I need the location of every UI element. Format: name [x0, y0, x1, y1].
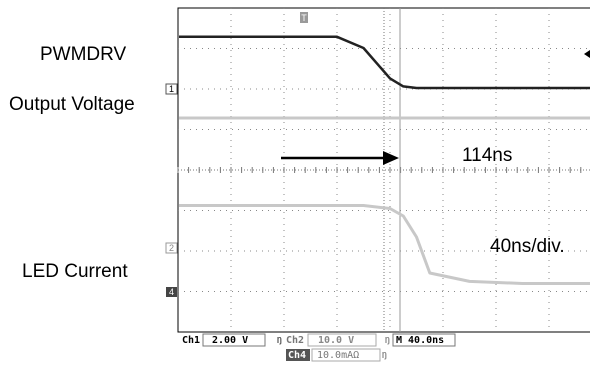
ch2-scale: 10.0 V: [318, 335, 354, 346]
ch2-marker: 2: [165, 242, 178, 254]
trace-pwmdrv: [179, 35, 590, 90]
svg-text:1: 1: [169, 84, 174, 94]
ch1-label: Ch1: [182, 335, 200, 346]
ch1-coupling-icon: Ŋ: [277, 336, 282, 345]
ch4-label: Ch4: [288, 350, 306, 361]
status-bar: Ch1 2.00 V Ŋ Ch2 10.0 V Ŋ M 40.0ns Ch4 1…: [178, 333, 590, 365]
scope-grid: [177, 7, 590, 333]
right-edge-marker: [584, 50, 590, 58]
output-voltage-label: Output Voltage: [9, 94, 135, 115]
trace-led-current: [179, 204, 590, 285]
scope-traces: [179, 35, 590, 285]
ch2-label: Ch2: [286, 335, 304, 346]
trigger-marker: T: [300, 12, 308, 23]
ch2-coupling-icon: Ŋ: [385, 336, 390, 345]
pwmdrv-label: PWMDRV: [40, 44, 127, 65]
svg-text:T: T: [301, 13, 307, 23]
svg-text:2: 2: [169, 243, 174, 253]
ch1-marker: 1: [165, 83, 178, 95]
svg-text:4: 4: [169, 287, 174, 297]
delay-arrow: [281, 151, 399, 165]
ch4-coupling-icon: Ŋ: [382, 351, 387, 360]
led-current-label: LED Current: [22, 261, 128, 282]
delay-label: 114ns: [462, 145, 513, 166]
timebase-readout: M 40.0ns: [396, 335, 444, 346]
timebase-label: 40ns/div.: [490, 236, 565, 257]
ch1-scale: 2.00 V: [212, 335, 248, 346]
ch4-marker: 4: [166, 287, 177, 297]
ch4-scale: 10.0mAΩ: [317, 350, 359, 361]
